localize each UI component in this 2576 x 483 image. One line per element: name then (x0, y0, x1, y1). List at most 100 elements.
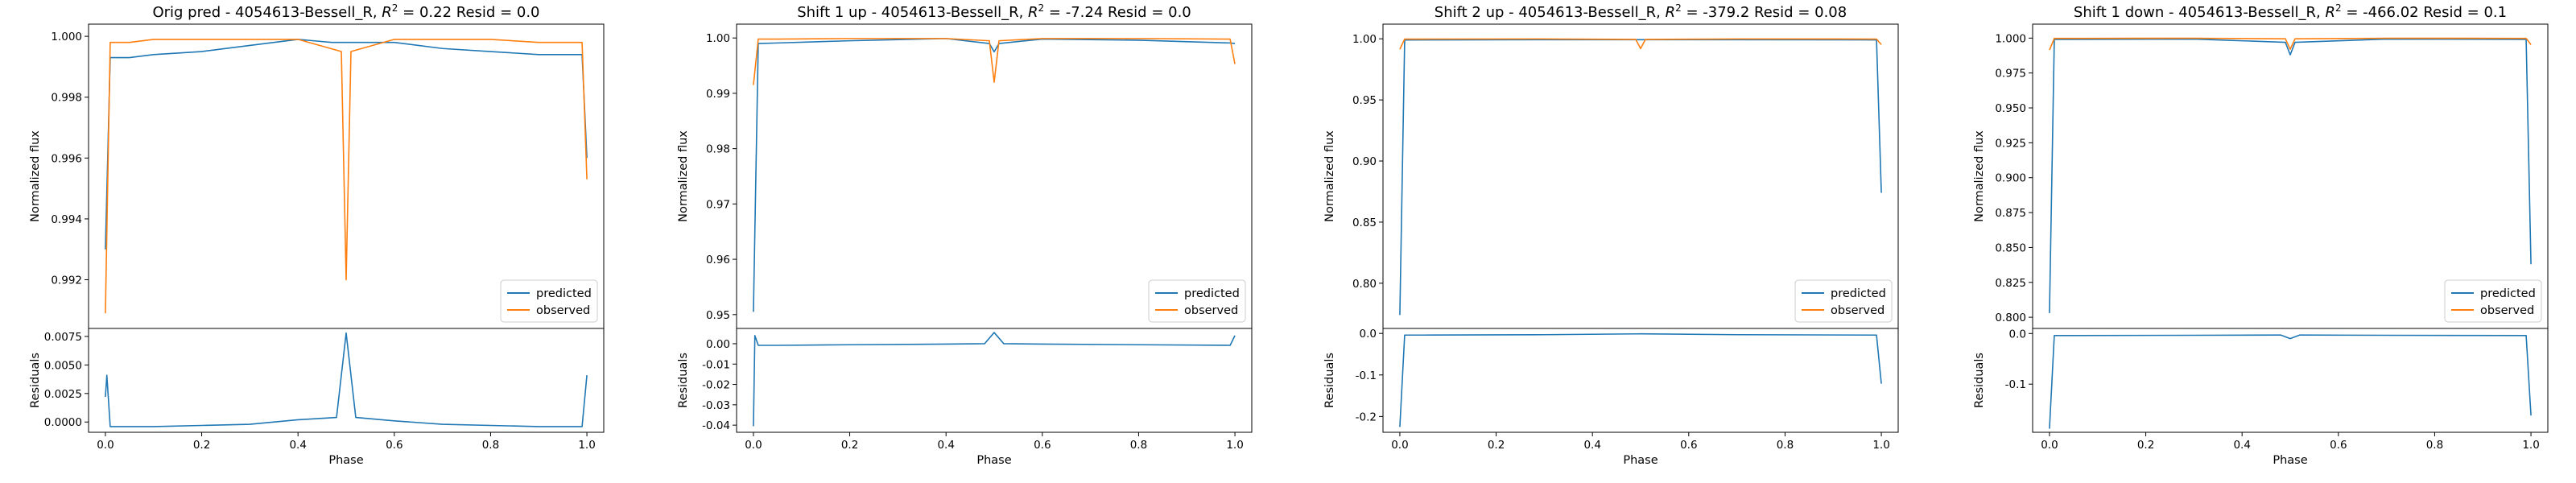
y-tick-label: 0.975 (1995, 68, 2026, 80)
legend-label-observed: observed (1831, 304, 1885, 317)
legend-label-predicted: predicted (2480, 287, 2536, 300)
y-tick-label: 0.992 (51, 275, 82, 287)
x-tick-label: 1.0 (2522, 439, 2539, 452)
y-tick-label: 0.996 (51, 152, 82, 165)
resid-y-axis-label: Residuals (1323, 353, 1336, 408)
resid-y-tick-label: 0.0050 (44, 359, 82, 372)
x-tick-label: 1.0 (1226, 439, 1243, 452)
y-tick-label: 1.00 (706, 32, 730, 45)
legend-box (2444, 279, 2542, 323)
y-tick-label: 1.000 (1995, 32, 2026, 45)
legend-label-predicted: predicted (1184, 287, 1240, 300)
y-axis-label: Normalized flux (29, 130, 42, 222)
x-tick-label: 0.4 (1583, 439, 1600, 452)
residuals-line (105, 332, 588, 427)
y-tick-label: 0.850 (1995, 242, 2026, 254)
resid-y-axis-label: Residuals (29, 353, 42, 408)
series-line-predicted (753, 38, 1236, 312)
legend: predicted observed (500, 279, 598, 323)
legend: predicted observed (1148, 279, 1246, 323)
legend: predicted observed (2444, 279, 2542, 323)
x-axis-label: Phase (976, 454, 1011, 467)
series-line-predicted (1399, 39, 1882, 316)
legend-label-observed: observed (536, 304, 590, 317)
resid-y-tick-label: -0.1 (1356, 369, 1377, 382)
resid-y-tick-label: 0.0025 (44, 388, 82, 401)
legend-label-observed: observed (2480, 304, 2534, 317)
y-axis-label: Normalized flux (1323, 130, 1336, 222)
resid-y-tick-label: -0.2 (1356, 411, 1377, 423)
x-tick-label: 0.4 (289, 439, 306, 452)
resid-y-tick-label: -0.1 (2005, 378, 2026, 391)
x-tick-label: 0.4 (2233, 439, 2250, 452)
x-axis-label: Phase (1623, 454, 1657, 467)
y-tick-label: 0.800 (1995, 312, 2026, 324)
residuals-line (1399, 332, 1882, 427)
x-tick-label: 0.6 (1034, 439, 1051, 452)
legend-label-predicted: predicted (536, 287, 592, 300)
legend-label-predicted: predicted (1831, 287, 1886, 300)
x-tick-label: 0.2 (193, 439, 210, 452)
y-tick-label: 0.96 (706, 254, 730, 266)
resid-y-tick-label: 0.00 (706, 338, 730, 351)
x-tick-label: 0.2 (841, 439, 858, 452)
y-tick-label: 0.875 (1995, 207, 2026, 220)
resid-y-axis-label: Residuals (677, 353, 690, 408)
resid-y-tick-label: -0.02 (702, 379, 730, 392)
x-tick-label: 1.0 (1872, 439, 1889, 452)
x-tick-label: 0.8 (2426, 439, 2443, 452)
x-tick-label: 0.8 (1777, 439, 1794, 452)
chart-title: Shift 1 down - 4054613-Bessell_R, R2 = -… (2074, 2, 2507, 21)
series-line-observed (1399, 38, 1882, 50)
y-tick-label: 0.90 (1352, 155, 1377, 168)
y-tick-label: 0.98 (706, 143, 730, 156)
residual-axes-frame (2032, 328, 2549, 433)
x-tick-label: 0.6 (386, 439, 402, 452)
chart-title: Orig pred - 4054613-Bessell_R, R2 = 0.22… (152, 2, 539, 21)
y-tick-label: 1.00 (1352, 33, 1377, 46)
x-tick-label: 0.2 (2137, 439, 2154, 452)
panel-4: Shift 1 down - 4054613-Bessell_R, R2 = -… (1973, 2, 2549, 467)
y-tick-label: 0.994 (51, 213, 82, 226)
panel-3: Shift 2 up - 4054613-Bessell_R, R2 = -37… (1323, 2, 1899, 467)
series-line-predicted (2049, 38, 2532, 313)
y-tick-label: 0.95 (706, 309, 730, 322)
legend-label-observed: observed (1184, 304, 1238, 317)
x-tick-label: 0.6 (2330, 439, 2347, 452)
y-tick-label: 1.000 (51, 31, 82, 43)
x-axis-label: Phase (2273, 454, 2307, 467)
legend: predicted observed (1794, 279, 1893, 323)
y-tick-label: 0.99 (706, 88, 730, 101)
x-tick-label: 0.0 (1391, 439, 1408, 452)
series-line-observed (753, 38, 1236, 85)
legend-box (500, 279, 598, 323)
x-tick-label: 0.0 (745, 439, 762, 452)
x-tick-label: 0.2 (1488, 439, 1505, 452)
x-axis-label: Phase (328, 454, 363, 467)
panel-1: Orig pred - 4054613-Bessell_R, R2 = 0.22… (29, 2, 605, 467)
y-tick-label: 0.80 (1352, 278, 1377, 291)
legend-box (1148, 279, 1246, 323)
y-axis-label: Normalized flux (1973, 130, 1986, 222)
y-tick-label: 0.825 (1995, 277, 2026, 290)
y-axis-label: Normalized flux (677, 130, 690, 222)
y-tick-label: 0.85 (1352, 217, 1377, 229)
resid-y-tick-label: -0.03 (702, 399, 730, 412)
y-tick-label: 0.950 (1995, 102, 2026, 115)
resid-y-tick-label: 0.0 (2009, 328, 2026, 341)
legend-box (1794, 279, 1893, 323)
residual-axes-frame (88, 328, 605, 433)
panel-2: Shift 1 up - 4054613-Bessell_R, R2 = -7.… (677, 2, 1253, 467)
y-tick-label: 0.95 (1352, 94, 1377, 107)
resid-y-tick-label: -0.04 (702, 419, 730, 432)
resid-y-axis-label: Residuals (1973, 353, 1986, 408)
chart-title: Shift 1 up - 4054613-Bessell_R, R2 = -7.… (797, 2, 1191, 21)
series-line-predicted (105, 39, 588, 250)
chart-title: Shift 2 up - 4054613-Bessell_R, R2 = -37… (1435, 2, 1847, 21)
residuals-line (753, 332, 1236, 427)
y-tick-label: 0.900 (1995, 172, 2026, 185)
series-line-observed (2049, 37, 2532, 51)
x-tick-label: 0.8 (482, 439, 499, 452)
residual-axes-frame (1382, 328, 1899, 433)
